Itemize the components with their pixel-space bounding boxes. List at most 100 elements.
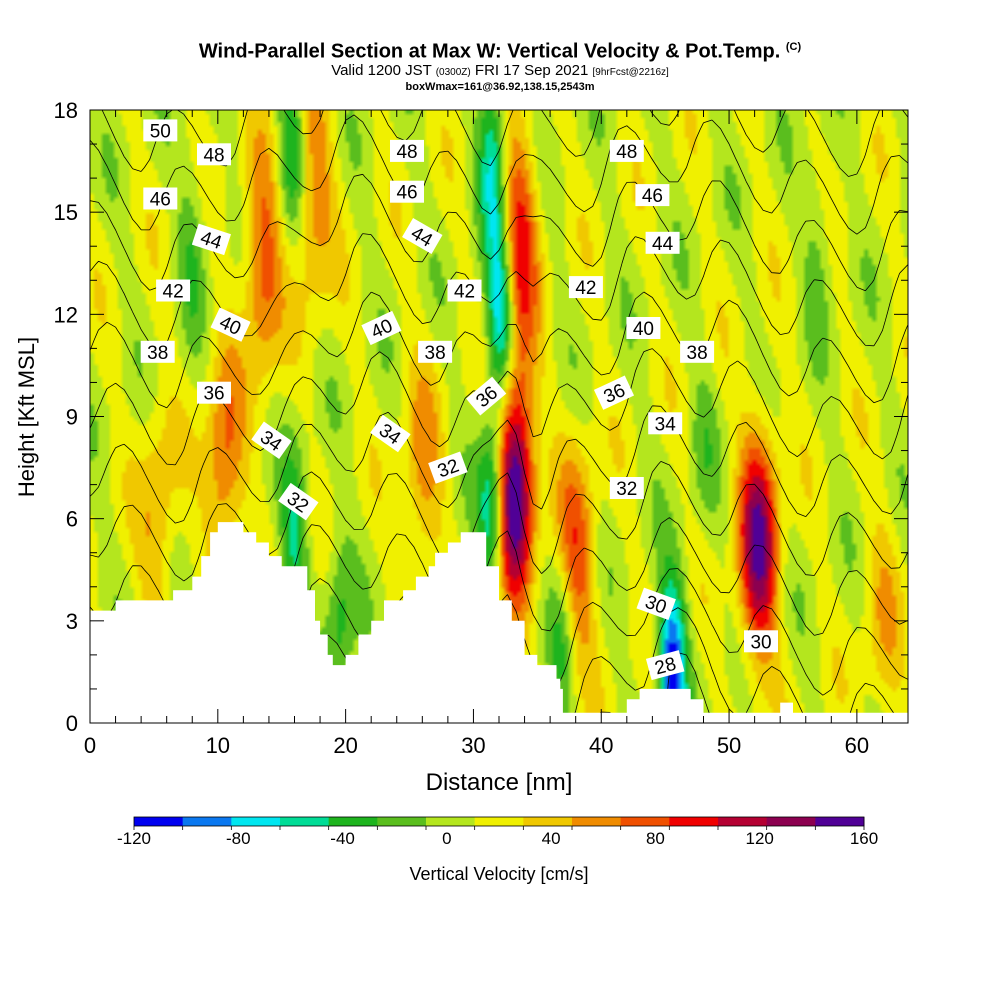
- theta-label-box: [278, 482, 319, 521]
- theta-label-text: 36: [203, 384, 224, 405]
- theta-label-text: 30: [750, 632, 771, 653]
- theta-label: 38: [140, 340, 175, 364]
- y-tick-label: 0: [66, 711, 78, 736]
- theta-label-box: [251, 421, 292, 460]
- theta-label-box: [466, 376, 507, 416]
- colorbar-swatch: [718, 817, 768, 826]
- colorbar-swatch: [231, 817, 281, 826]
- theta-label: 48: [390, 139, 424, 163]
- theta-label-text: 34: [655, 414, 677, 435]
- theta-label: 32: [428, 451, 468, 484]
- theta-label: 46: [390, 180, 424, 204]
- chart-title-block: Wind-Parallel Section at Max W: Vertical…: [0, 36, 1000, 93]
- colorbar: -120 -80 -40 0 40 80 120 160: [117, 816, 878, 848]
- theta-label: 32: [609, 477, 644, 500]
- theta-label-box: [361, 310, 402, 346]
- theta-label: 48: [197, 143, 231, 166]
- colorbar-swatch: [766, 817, 816, 826]
- y-tick-label: 12: [54, 302, 78, 327]
- theta-label-box: [680, 340, 715, 363]
- theta-label-text: 42: [454, 282, 475, 303]
- theta-label-text: 44: [652, 234, 674, 255]
- theta-label-text: 42: [575, 278, 596, 299]
- valid-utc: (0300Z): [435, 66, 471, 78]
- theta-label-text: 38: [687, 343, 708, 364]
- theta-label-box: [370, 414, 411, 453]
- theta-label-box: [428, 451, 468, 484]
- x-tick-label: 20: [333, 733, 357, 758]
- theta-label-box: [744, 630, 778, 653]
- theta-contour-46: [90, 173, 908, 292]
- colorbar-frame: [133, 816, 865, 827]
- x-tick-label: 60: [845, 733, 869, 758]
- theta-label-box: [390, 139, 424, 162]
- theta-label-text: 40: [633, 319, 654, 340]
- theta-label-box: [447, 279, 482, 302]
- theta-label-text: 32: [616, 479, 637, 500]
- theta-label-box: [626, 317, 661, 339]
- chart-title: Wind-Parallel Section at Max W: Vertical…: [0, 36, 1000, 63]
- colorbar-swatch: [426, 817, 476, 826]
- theta-label-box: [210, 307, 251, 342]
- colorbar-swatch: [182, 817, 232, 826]
- colorbar-swatch: [377, 817, 427, 826]
- valid-time: Valid 1200 JST (0300Z) FRI 17 Sep 2021 […: [0, 61, 1000, 81]
- colorbar-tick-label: 0: [442, 829, 451, 848]
- x-tick-label: 50: [717, 733, 741, 758]
- theta-label: 42: [447, 279, 482, 303]
- theta-label-text: 38: [425, 343, 446, 364]
- theta-label: 38: [680, 340, 715, 364]
- theta-label-text: 46: [396, 183, 417, 204]
- colorbar-label: Vertical Velocity [cm/s]: [409, 864, 588, 884]
- colorbar-tick-label: 160: [850, 829, 878, 848]
- theta-contour-36: [90, 461, 908, 582]
- theta-label: 36: [197, 381, 231, 405]
- theta-label: 30: [744, 630, 778, 653]
- valid-date: FRI 17 Sep 2021: [474, 61, 589, 79]
- theta-label-box: [635, 184, 670, 207]
- y-tick-label: 18: [54, 98, 78, 123]
- theta-label: 40: [626, 317, 661, 340]
- theta-label-box: [636, 587, 676, 620]
- colorbar-tick-label: 40: [542, 829, 561, 848]
- theta-label-box: [143, 119, 178, 142]
- theta-label-box: [402, 217, 443, 255]
- theta-label-text: 46: [642, 186, 663, 207]
- colorbar-tick-label: 80: [646, 829, 665, 848]
- theta-label-box: [143, 187, 178, 210]
- theta-label-box: [156, 279, 191, 302]
- theta-label: 42: [568, 276, 603, 299]
- x-tick-label: 30: [461, 733, 485, 758]
- theta-label-text: 46: [150, 190, 171, 211]
- theta-label-box: [593, 375, 635, 410]
- colorbar-swatch: [669, 817, 719, 826]
- colorbar-swatch: [474, 817, 524, 826]
- theta-label-text: 38: [147, 343, 168, 364]
- copyright-mark: (C): [785, 41, 802, 53]
- y-tick-label: 6: [66, 507, 78, 532]
- colorbar-swatch: [523, 817, 573, 826]
- colorbar-swatch: [280, 817, 330, 826]
- theta-label-box: [191, 223, 231, 256]
- box-info: boxWmax=161@36.92,138.15,2543m: [405, 80, 595, 93]
- colorbar-swatch: [328, 817, 378, 826]
- terrain-profile: [90, 522, 908, 723]
- theta-label-box: [609, 139, 644, 162]
- theta-label-box: [140, 340, 175, 363]
- colorbar-swatch: [134, 817, 184, 826]
- valid-prefix: Valid 1200 JST: [331, 61, 432, 79]
- theta-label-text: 48: [616, 142, 637, 163]
- theta-label-box: [568, 276, 603, 299]
- theta-label-box: [648, 412, 683, 435]
- theta-label: 48: [609, 139, 644, 163]
- colorbar-swatch: [620, 817, 670, 826]
- theta-label: 42: [156, 279, 191, 303]
- colorbar-swatch: [815, 817, 865, 826]
- theta-contour-48: [90, 114, 908, 235]
- chart-title-main: Wind-Parallel Section at Max W: Vertical…: [198, 40, 781, 63]
- theta-label-box: [418, 340, 453, 363]
- theta-label-text: 50: [150, 121, 171, 142]
- theta-label-box: [645, 650, 685, 681]
- x-tick-label: 0: [84, 733, 96, 758]
- theta-label: 44: [645, 231, 680, 255]
